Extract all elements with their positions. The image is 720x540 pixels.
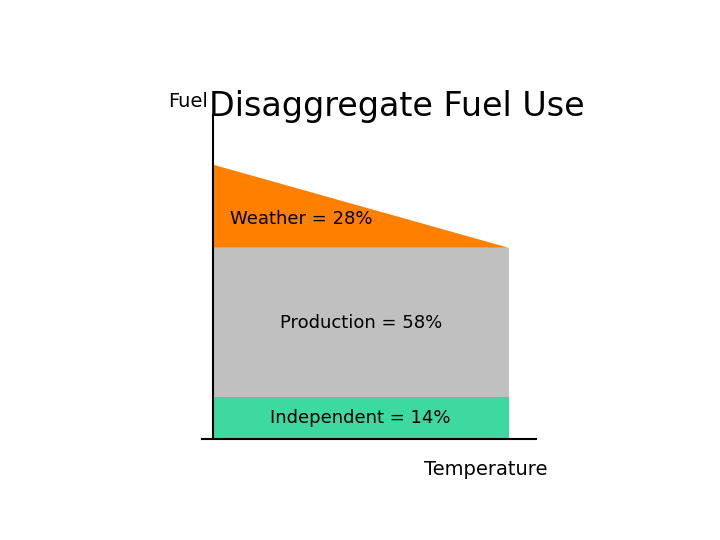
Text: Weather = 28%: Weather = 28% (230, 210, 372, 228)
Text: Disaggregate Fuel Use: Disaggregate Fuel Use (209, 90, 585, 123)
Text: Temperature: Temperature (424, 460, 548, 479)
Polygon shape (213, 165, 508, 248)
Polygon shape (213, 397, 508, 439)
Text: Production = 58%: Production = 58% (279, 314, 442, 332)
Text: Independent = 14%: Independent = 14% (271, 409, 451, 427)
Text: Fuel: Fuel (168, 92, 208, 111)
Polygon shape (213, 248, 508, 397)
